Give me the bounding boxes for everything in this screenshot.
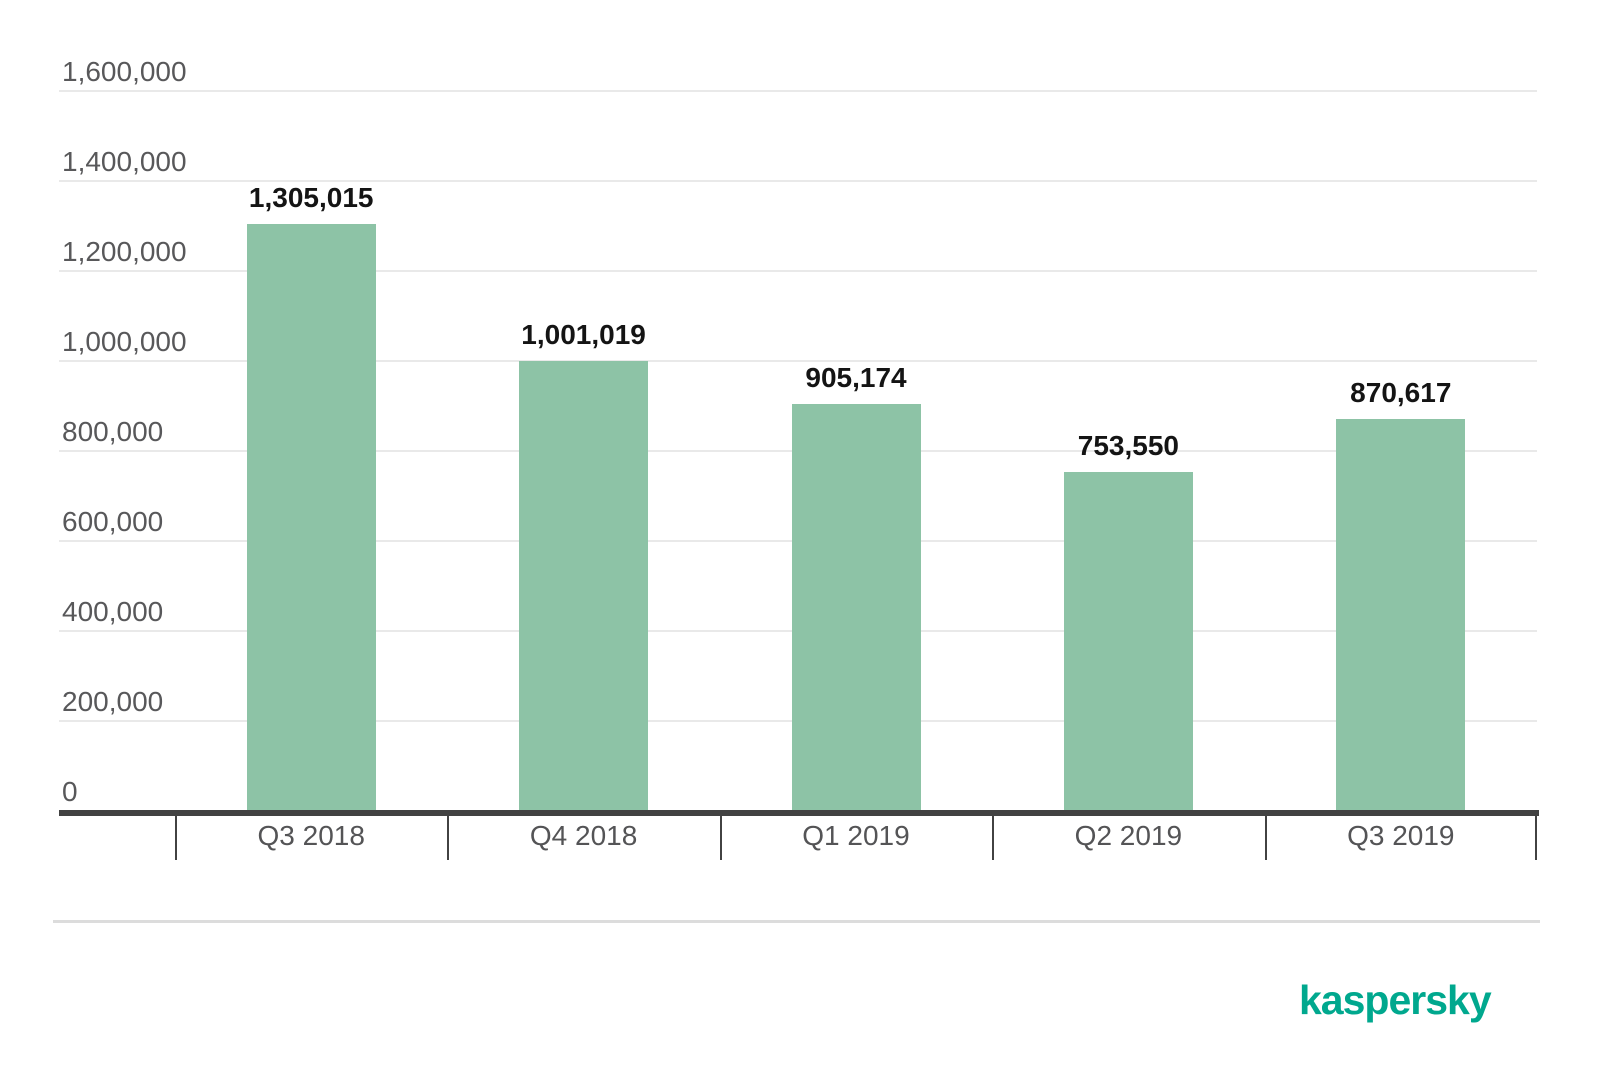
y-axis-label: 1,200,000 xyxy=(62,236,187,267)
bar-value-label: 1,001,019 xyxy=(521,318,646,350)
x-axis-tick xyxy=(992,812,995,860)
x-axis-label: Q2 2019 xyxy=(1074,820,1183,851)
y-gridline xyxy=(59,180,1537,182)
bar-value-label: 1,305,015 xyxy=(248,181,374,213)
x-axis-label: Q3 2019 xyxy=(1347,820,1455,851)
y-axis-label: 1,000,000 xyxy=(62,326,187,357)
x-axis-label: Q1 2019 xyxy=(802,820,910,851)
x-axis-line xyxy=(59,810,1539,816)
x-axis-label: Q3 2018 xyxy=(257,820,365,851)
y-gridline xyxy=(59,360,1537,362)
bar xyxy=(246,223,376,811)
y-gridline xyxy=(59,90,1537,92)
bar xyxy=(791,403,921,811)
y-axis-label: 600,000 xyxy=(62,506,164,537)
bar xyxy=(1063,471,1193,811)
x-axis-tick xyxy=(1264,812,1267,860)
bar xyxy=(1336,419,1466,811)
y-axis-label: 200,000 xyxy=(62,686,164,717)
bar xyxy=(519,360,649,811)
x-axis-tick xyxy=(447,812,450,860)
bar-value-label: 870,617 xyxy=(1350,377,1452,409)
x-axis-label: Q4 2018 xyxy=(529,820,638,851)
footer-divider xyxy=(53,920,1540,923)
y-axis-label: 400,000 xyxy=(62,596,164,627)
y-axis-label: 1,400,000 xyxy=(62,146,187,177)
bar-value-label: 905,174 xyxy=(805,361,907,393)
bar-chart-plot-area: 0 200,000 400,000 600,000 800,000 1,000,000 1,… xyxy=(59,56,1539,860)
y-gridline xyxy=(59,270,1537,272)
bar-value-label: 753,550 xyxy=(1077,429,1179,461)
y-axis-label: 1,600,000 xyxy=(62,56,187,87)
x-axis-tick xyxy=(719,812,722,860)
kaspersky-logo: kaspersky xyxy=(1299,977,1492,1023)
y-axis-label: 0 xyxy=(62,776,78,807)
x-axis-tick xyxy=(175,812,177,860)
x-axis-tick xyxy=(1535,812,1537,860)
y-axis-label: 800,000 xyxy=(62,416,164,447)
